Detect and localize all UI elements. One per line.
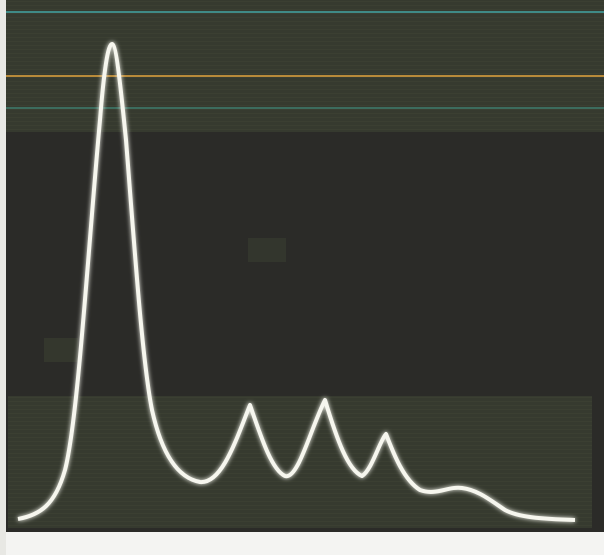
bottom-margin	[0, 532, 604, 555]
screen-artifact	[44, 338, 78, 362]
page	[0, 0, 604, 555]
left-margin	[0, 0, 6, 555]
oscilloscope-screen	[0, 0, 604, 555]
screen-artifact	[248, 238, 286, 262]
upper-band	[6, 0, 604, 132]
